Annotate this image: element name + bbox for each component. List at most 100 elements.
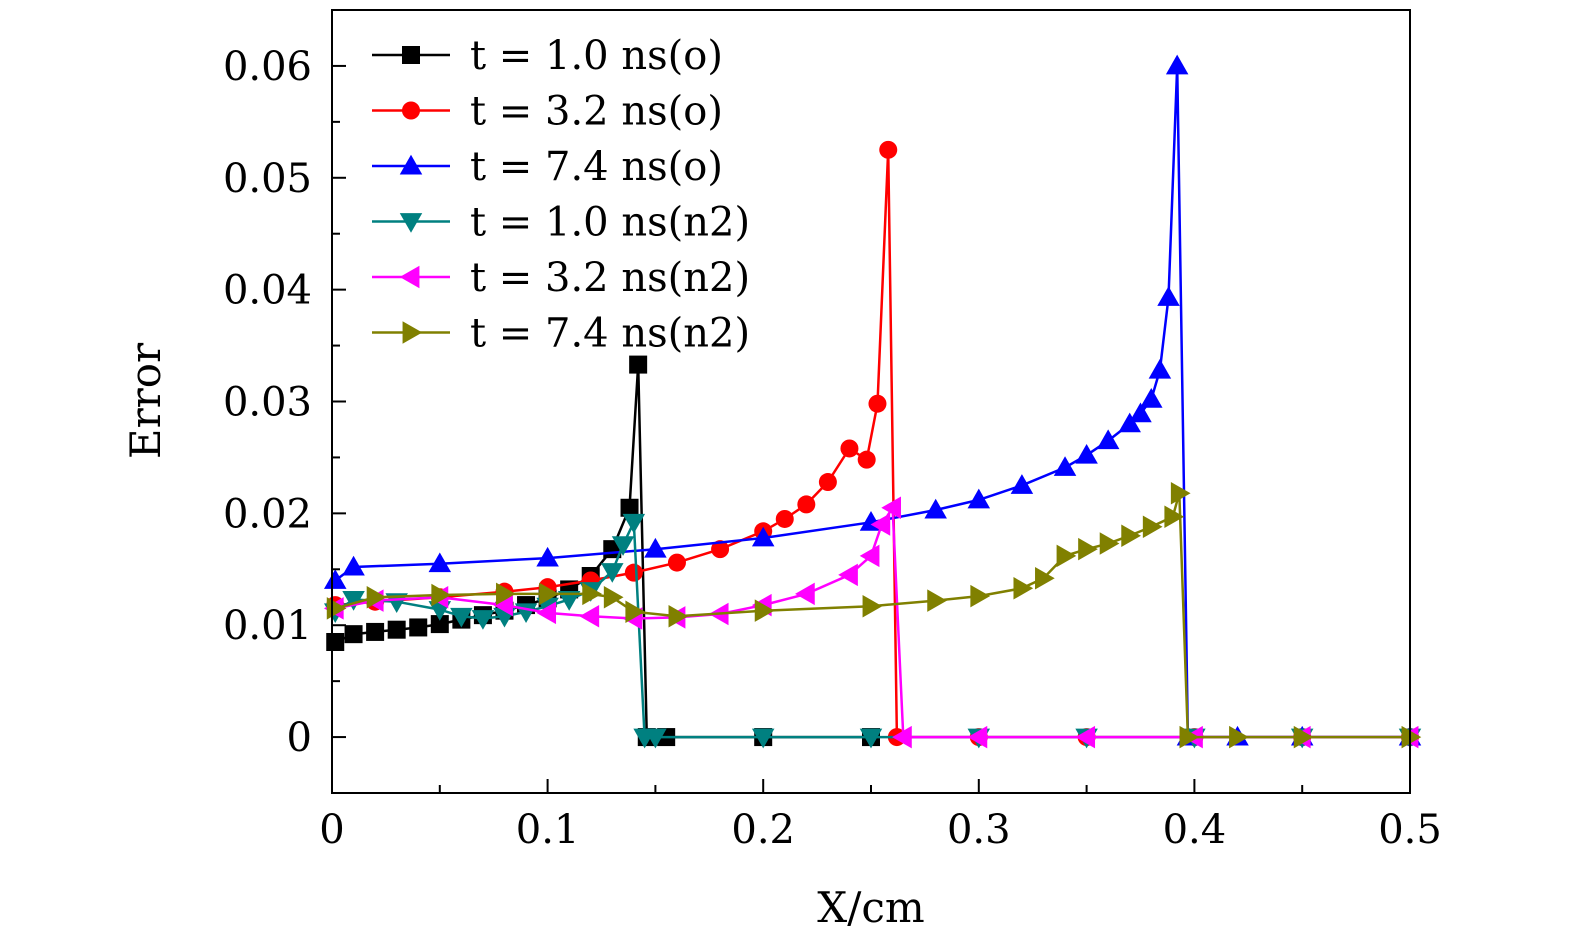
data-point xyxy=(1148,358,1172,379)
data-point xyxy=(1035,566,1055,590)
data-point xyxy=(428,552,452,573)
data-point xyxy=(1170,481,1191,505)
data-point xyxy=(622,513,646,534)
data-point xyxy=(927,589,947,612)
data-point xyxy=(493,593,513,617)
data-point xyxy=(582,582,602,606)
data-point xyxy=(342,591,365,611)
data-point xyxy=(539,582,559,606)
legend-marker xyxy=(399,154,423,175)
data-point xyxy=(387,620,406,639)
x-tick-label: 0.5 xyxy=(1378,807,1442,853)
data-point xyxy=(323,569,347,589)
legend-marker xyxy=(399,265,420,289)
legend: t = 1.0 ns(o) t = 3.2 ns(o) t = 7.4 ns(o) t… xyxy=(372,33,750,357)
legend-entry: t = 7.4 ns(o) xyxy=(372,144,723,190)
y-tick-label: 0.06 xyxy=(223,44,312,90)
axes-layer: 0 0.1 0.2 0.3 0.4 0.5 0 0.01 0.02 0.03 0.04 0.05 0.0… xyxy=(223,44,1442,853)
data-point xyxy=(1293,725,1314,749)
x-tick-label: 0.3 xyxy=(947,807,1011,853)
data-point xyxy=(1179,725,1200,749)
legend-marker xyxy=(402,101,420,120)
legend-label: t = 3.2 ns(n2) xyxy=(470,255,750,301)
data-point xyxy=(840,439,859,458)
data-point xyxy=(892,725,912,749)
data-point xyxy=(967,488,991,509)
data-point xyxy=(881,496,901,520)
data-point xyxy=(629,355,648,374)
legend-label: t = 1.0 ns(n2) xyxy=(470,200,750,246)
series-layer xyxy=(323,54,1422,749)
data-point xyxy=(1118,412,1141,433)
data-point xyxy=(644,728,667,749)
data-point xyxy=(818,473,837,492)
series-line xyxy=(334,503,1410,739)
data-point xyxy=(496,582,516,606)
legend-entry: t = 3.2 ns(n2) xyxy=(372,255,750,301)
data-point xyxy=(838,563,858,587)
data-point xyxy=(1121,524,1141,547)
data-point xyxy=(1078,537,1098,561)
y-tick-label: 0.01 xyxy=(223,603,312,649)
data-point xyxy=(326,632,345,651)
data-point xyxy=(754,599,775,622)
legend-marker xyxy=(399,213,423,233)
data-point xyxy=(1053,456,1077,476)
series-line xyxy=(334,364,871,739)
y-tick-label: 0 xyxy=(287,715,312,761)
data-point xyxy=(1013,577,1034,600)
data-point xyxy=(751,728,775,749)
legend-label: t = 7.4 ns(n2) xyxy=(470,311,750,357)
legend-entry: t = 7.4 ns(n2) xyxy=(372,311,750,357)
data-point xyxy=(797,495,816,514)
data-point xyxy=(536,546,559,567)
y-tick-label: 0.05 xyxy=(223,156,312,202)
x-axis-title: X/cm xyxy=(817,883,924,932)
data-point xyxy=(1056,544,1077,568)
data-point xyxy=(471,610,495,630)
data-point xyxy=(1164,505,1185,528)
data-point xyxy=(624,563,643,582)
data-point xyxy=(1099,532,1120,555)
data-point xyxy=(970,584,991,608)
x-tick-label: 0.4 xyxy=(1163,807,1227,853)
data-point xyxy=(857,450,876,469)
legend-entry: t = 1.0 ns(n2) xyxy=(372,200,750,246)
x-tick-label: 0 xyxy=(319,807,344,853)
legend-entry: t = 1.0 ns(o) xyxy=(372,33,723,79)
data-point xyxy=(1140,388,1163,408)
data-point xyxy=(967,725,988,749)
data-point xyxy=(431,583,452,607)
legend-label: t = 3.2 ns(o) xyxy=(470,89,723,135)
data-point xyxy=(868,394,887,413)
data-point xyxy=(751,526,775,547)
data-point xyxy=(366,622,385,641)
series-1 xyxy=(326,355,880,747)
data-point xyxy=(1075,725,1096,749)
data-point xyxy=(644,537,667,558)
data-point xyxy=(862,594,883,618)
y-axis-title: Error xyxy=(121,342,170,459)
legend-label: t = 1.0 ns(o) xyxy=(470,33,723,79)
y-tick-label: 0.03 xyxy=(223,380,312,426)
legend-marker xyxy=(402,46,420,64)
data-point xyxy=(430,615,449,634)
data-point xyxy=(344,625,363,644)
data-point xyxy=(450,607,473,628)
data-point xyxy=(557,591,581,611)
data-point xyxy=(668,605,689,628)
data-point xyxy=(1229,725,1249,749)
data-point xyxy=(625,600,646,624)
data-point xyxy=(859,544,880,568)
data-point xyxy=(1157,286,1180,306)
data-point xyxy=(775,509,794,528)
data-point xyxy=(409,618,428,637)
data-point xyxy=(1165,54,1189,75)
data-point xyxy=(1096,429,1120,450)
data-point xyxy=(603,586,624,609)
data-point xyxy=(924,498,947,519)
data-point xyxy=(870,513,891,536)
data-point xyxy=(1129,402,1152,423)
legend-label: t = 7.4 ns(o) xyxy=(470,144,723,190)
